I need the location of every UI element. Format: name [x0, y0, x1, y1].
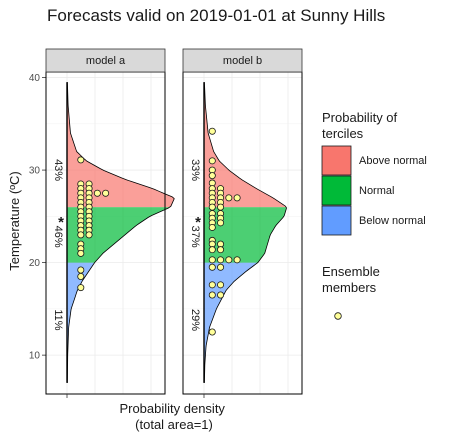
observation-marker: * [58, 214, 64, 231]
ensemble-member-point [77, 266, 85, 274]
ensemble-member-point [77, 231, 85, 239]
legend-terciles-title-line-1: Probability of [322, 110, 398, 125]
ensemble-member-point [77, 272, 85, 280]
ensemble-member-point [208, 172, 216, 180]
ensemble-member-point [208, 328, 216, 336]
probability-label-below: 29% [189, 309, 201, 331]
y-tick-label: 20 [29, 258, 41, 269]
y-tick-label: 40 [29, 73, 41, 84]
chart-title: Forecasts valid on 2019-01-01 at Sunny H… [47, 6, 385, 25]
ensemble-member-point [217, 246, 225, 254]
legend-members-title-line-1: Ensemble [322, 264, 380, 279]
x-axis-title: Probability density (total area=1) [119, 401, 228, 432]
ensemble-member-point [208, 291, 216, 299]
ensemble-member-point [225, 194, 233, 202]
density-outline [67, 82, 175, 383]
legend-ensemble-member-key [334, 312, 342, 320]
legend-label-above: Above normal [359, 155, 427, 167]
probability-label-above: 33% [189, 159, 201, 181]
ensemble-member-point [217, 281, 225, 289]
facet-strip [45, 48, 166, 73]
ensemble-member-point [208, 127, 216, 135]
facet-strip-label: model a [86, 55, 126, 67]
ensemble-member-point [217, 203, 225, 211]
ensemble-member-point [102, 189, 110, 197]
observation-marker: * [195, 214, 201, 231]
panel-model-a: 43% 46% 11% * model a [45, 48, 175, 398]
legend-members-title-line-2: members [322, 280, 377, 295]
x-axis-title-line-2: (total area=1) [135, 417, 213, 432]
panel-model-b: 33% 37% 29% * model b [182, 48, 303, 398]
probability-label-normal: 46% [52, 226, 64, 248]
ensemble-member-point [208, 263, 216, 271]
ensemble-member-point [208, 281, 216, 289]
ensemble-member-point [208, 223, 216, 231]
y-tick-label: 30 [29, 166, 41, 177]
ensemble-member-point [217, 263, 225, 271]
probability-label-below: 11% [52, 309, 64, 330]
ensemble-member-point [77, 284, 85, 292]
facet-strip-label: model b [223, 55, 262, 67]
probability-label-above: 43% [52, 159, 64, 181]
ensemble-member-point [217, 256, 225, 264]
y-axis-ticks: 10 20 30 40 [29, 73, 46, 362]
ensemble-member-point [225, 256, 233, 264]
ensemble-member-point [217, 291, 225, 299]
facet-strip [182, 48, 303, 73]
ensemble-member-point [85, 231, 93, 239]
ensemble-member-point [77, 156, 85, 164]
legend-label-normal: Normal [359, 185, 394, 197]
density-area-below-normal [204, 262, 258, 383]
density-area-above-normal [204, 82, 287, 208]
legend-key-below [321, 205, 352, 236]
y-tick-label: 10 [29, 351, 41, 362]
legend-terciles-title-line-2: terciles [322, 126, 364, 141]
y-axis-title: Temperature (ºC) [7, 171, 22, 270]
legend-members-title: Ensemble members [322, 264, 383, 295]
legend-label-below: Below normal [359, 215, 426, 227]
ensemble-member-point [93, 189, 101, 197]
ensemble-member-point [217, 219, 225, 227]
ensemble-member-point [233, 194, 241, 202]
ensemble-member-point [77, 249, 85, 257]
legend-key-normal [321, 175, 352, 206]
ensemble-member-point [233, 256, 241, 264]
density-outline [204, 82, 287, 383]
density-area-normal [67, 207, 171, 263]
density-area-below-normal [67, 262, 95, 383]
legend-terciles-items: Above normal Normal Below normal [321, 145, 427, 236]
density-area-above-normal [67, 82, 175, 208]
legend-key-above [321, 145, 352, 176]
ensemble-member-point [208, 246, 216, 254]
probability-label-normal: 37% [189, 226, 201, 248]
panels: 43% 46% 11% * model a 33% 37% 29% * model b [45, 48, 303, 398]
ensemble-member-point [208, 157, 216, 165]
legend-terciles-title: Probability of terciles [322, 110, 401, 141]
legend: Probability of terciles Above normal Norm… [321, 110, 427, 320]
x-axis-title-line-1: Probability density [119, 401, 225, 416]
ensemble-member-point [208, 203, 216, 211]
ensemble-member-point [208, 256, 216, 264]
